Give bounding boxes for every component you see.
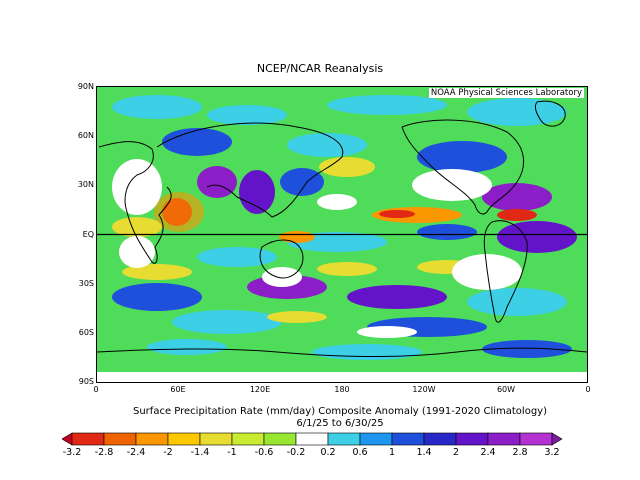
colorbar-tick-label: 2 xyxy=(452,447,460,458)
colorbar-tick-label: 2.8 xyxy=(512,447,528,458)
lon-label-60w: 60W xyxy=(496,385,516,394)
anomaly-map-svg xyxy=(97,87,587,382)
colorbar-tick-label: -3.2 xyxy=(62,447,82,458)
lon-label-120e: 120E xyxy=(249,385,271,394)
colorbar-tick-label: -2 xyxy=(163,447,173,458)
anomaly-map: NOAA Physical Sciences Laboratory xyxy=(96,86,588,383)
colorbar-tick-label: 0.6 xyxy=(352,447,368,458)
lat-label-60n: 60N xyxy=(77,131,94,140)
caption-date-range: 6/1/25 to 6/30/25 xyxy=(296,418,384,429)
colorbar-swatch xyxy=(487,432,521,446)
lat-label-60s: 60S xyxy=(78,328,94,337)
lon-label-0: 0 xyxy=(93,385,99,394)
map-title: NCEP/NCAR Reanalysis xyxy=(256,62,384,75)
colorbar-swatch xyxy=(391,432,425,446)
colorbar-swatch xyxy=(295,432,329,446)
caption-title: Surface Precipitation Rate (mm/day) Comp… xyxy=(133,406,547,417)
lat-label-30s: 30S xyxy=(78,279,94,288)
colorbar-tick-label: 1 xyxy=(388,447,396,458)
colorbar-swatch xyxy=(231,432,265,446)
lon-label-180: 180 xyxy=(334,385,350,394)
colorbar-tick-label: 1.4 xyxy=(416,447,432,458)
colorbar-swatch xyxy=(71,432,105,446)
colorbar xyxy=(62,432,563,446)
colorbar-swatch xyxy=(167,432,201,446)
colorbar-swatch xyxy=(327,432,361,446)
colorbar-swatch xyxy=(263,432,297,446)
colorbar-tick-label: 0.2 xyxy=(320,447,336,458)
colorbar-swatch xyxy=(423,432,457,446)
colorbar-arrow-high xyxy=(551,432,563,446)
colorbar-tick-label: -0.2 xyxy=(286,447,306,458)
colorbar-swatch xyxy=(199,432,233,446)
colorbar-tick-label: -1 xyxy=(227,447,237,458)
lat-label-eq: EQ xyxy=(82,230,94,239)
colorbar-arrow-low xyxy=(62,432,73,446)
colorbar-tick-label: 3.2 xyxy=(544,447,560,458)
coastlines xyxy=(97,100,587,358)
colorbar-tick-label: -2.4 xyxy=(126,447,146,458)
colorbar-swatch xyxy=(519,432,553,446)
colorbar-swatch xyxy=(359,432,393,446)
colorbar-swatch xyxy=(103,432,137,446)
lon-label-120w: 120W xyxy=(412,385,436,394)
credit-label: NOAA Physical Sciences Laboratory xyxy=(428,88,584,98)
colorbar-tick-label: -2.8 xyxy=(94,447,114,458)
colorbar-tick-label: 2.4 xyxy=(480,447,496,458)
lon-label-0-end: 0 xyxy=(585,385,591,394)
lat-label-90n: 90N xyxy=(77,82,94,91)
colorbar-swatch xyxy=(135,432,169,446)
wet-anomaly-regions xyxy=(112,95,577,360)
colorbar-tick-label: -1.4 xyxy=(190,447,210,458)
lon-label-60e: 60E xyxy=(170,385,186,394)
lat-label-30n: 30N xyxy=(77,180,94,189)
colorbar-tick-label: -0.6 xyxy=(254,447,274,458)
colorbar-swatch xyxy=(455,432,489,446)
lat-label-90s: 90S xyxy=(78,377,94,386)
